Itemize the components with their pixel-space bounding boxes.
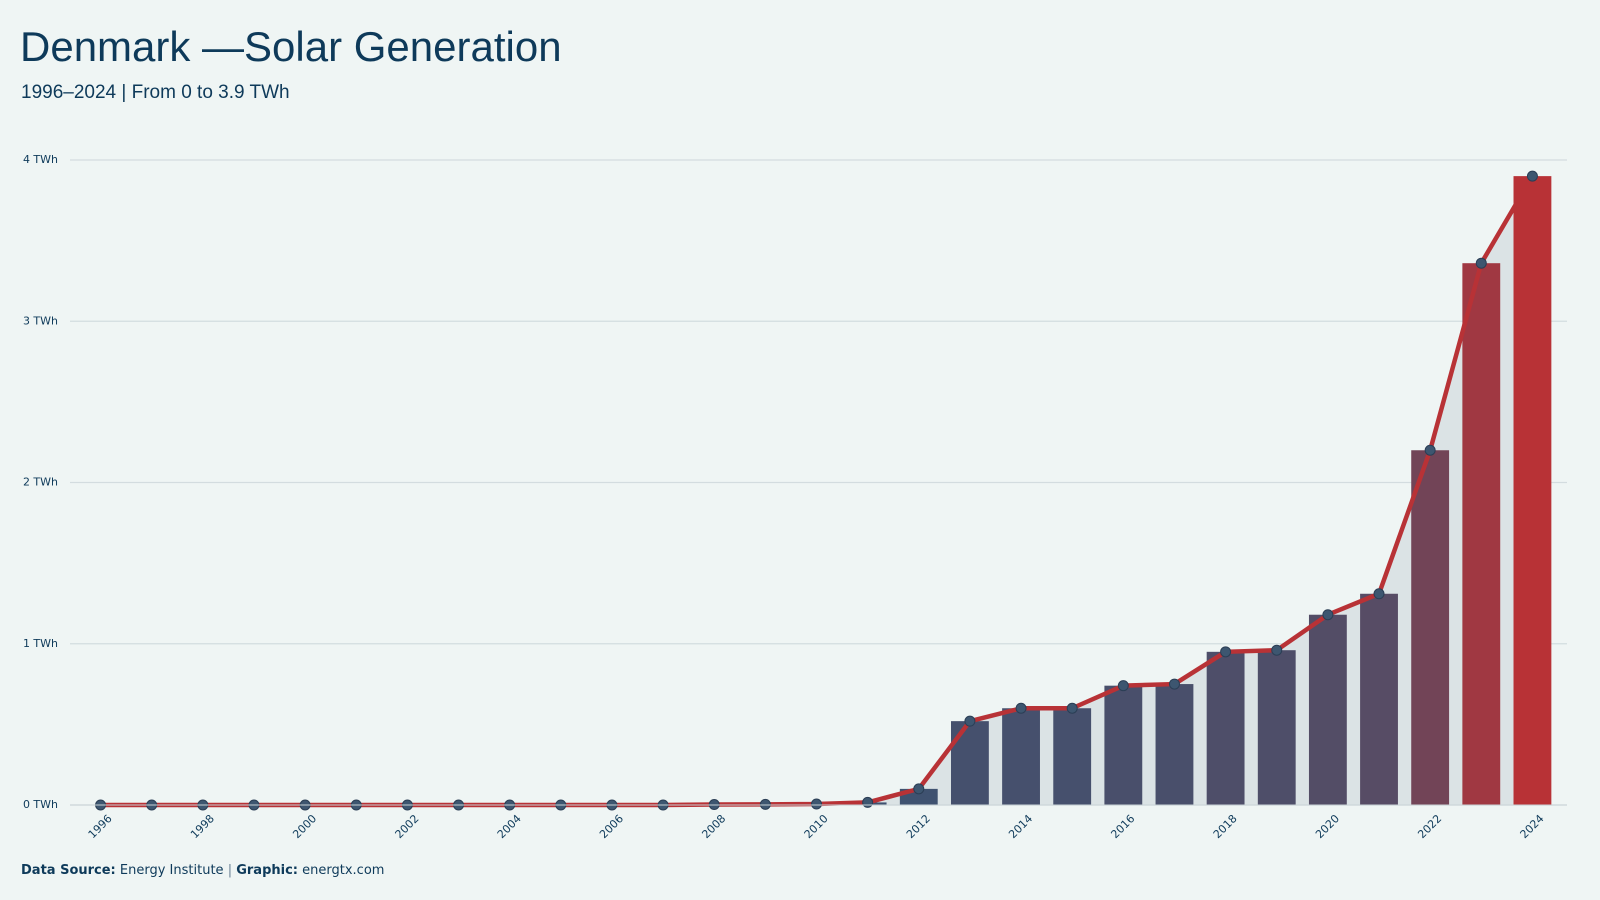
graphic-label: Graphic: bbox=[236, 863, 298, 878]
y-tick-label: 3 TWh bbox=[23, 314, 58, 327]
bar bbox=[1206, 651, 1245, 805]
bar bbox=[1155, 684, 1194, 805]
marker bbox=[759, 798, 771, 810]
marker bbox=[1322, 609, 1334, 621]
chart-subtitle: 1996–2024 | From 0 to 3.9 TWh bbox=[21, 82, 290, 103]
marker bbox=[1117, 680, 1129, 692]
marker bbox=[1424, 444, 1436, 456]
marker bbox=[1373, 588, 1385, 600]
source-label: Data Source: bbox=[21, 863, 116, 878]
bar bbox=[1462, 263, 1501, 805]
bar bbox=[1002, 708, 1040, 805]
marker bbox=[1066, 702, 1078, 714]
marker bbox=[1526, 170, 1538, 182]
marker bbox=[1168, 678, 1180, 690]
separator: | bbox=[228, 863, 232, 878]
source: Energy Institute bbox=[120, 863, 224, 878]
marker bbox=[862, 796, 874, 808]
bar bbox=[1513, 176, 1552, 805]
bar bbox=[1104, 685, 1143, 805]
bar bbox=[1411, 450, 1450, 805]
marker bbox=[913, 783, 925, 795]
bar bbox=[1257, 650, 1296, 805]
marker bbox=[1475, 257, 1487, 269]
graphic: energtx.com bbox=[302, 863, 384, 878]
footer: Data Source: Energy Institute | Graphic:… bbox=[21, 863, 384, 878]
bar bbox=[1053, 708, 1092, 805]
marker bbox=[1220, 646, 1232, 658]
marker bbox=[964, 715, 976, 727]
bar bbox=[950, 721, 989, 805]
chart-title: Denmark —Solar Generation bbox=[20, 23, 562, 70]
y-tick-label: 0 TWh bbox=[23, 798, 58, 811]
y-tick-label: 4 TWh bbox=[23, 153, 58, 166]
marker bbox=[1015, 702, 1027, 714]
marker bbox=[811, 798, 822, 810]
bar bbox=[1360, 593, 1398, 805]
bar bbox=[1308, 614, 1347, 805]
y-tick-label: 1 TWh bbox=[23, 637, 58, 650]
y-tick-label: 2 TWh bbox=[23, 476, 58, 489]
marker bbox=[1271, 644, 1283, 656]
